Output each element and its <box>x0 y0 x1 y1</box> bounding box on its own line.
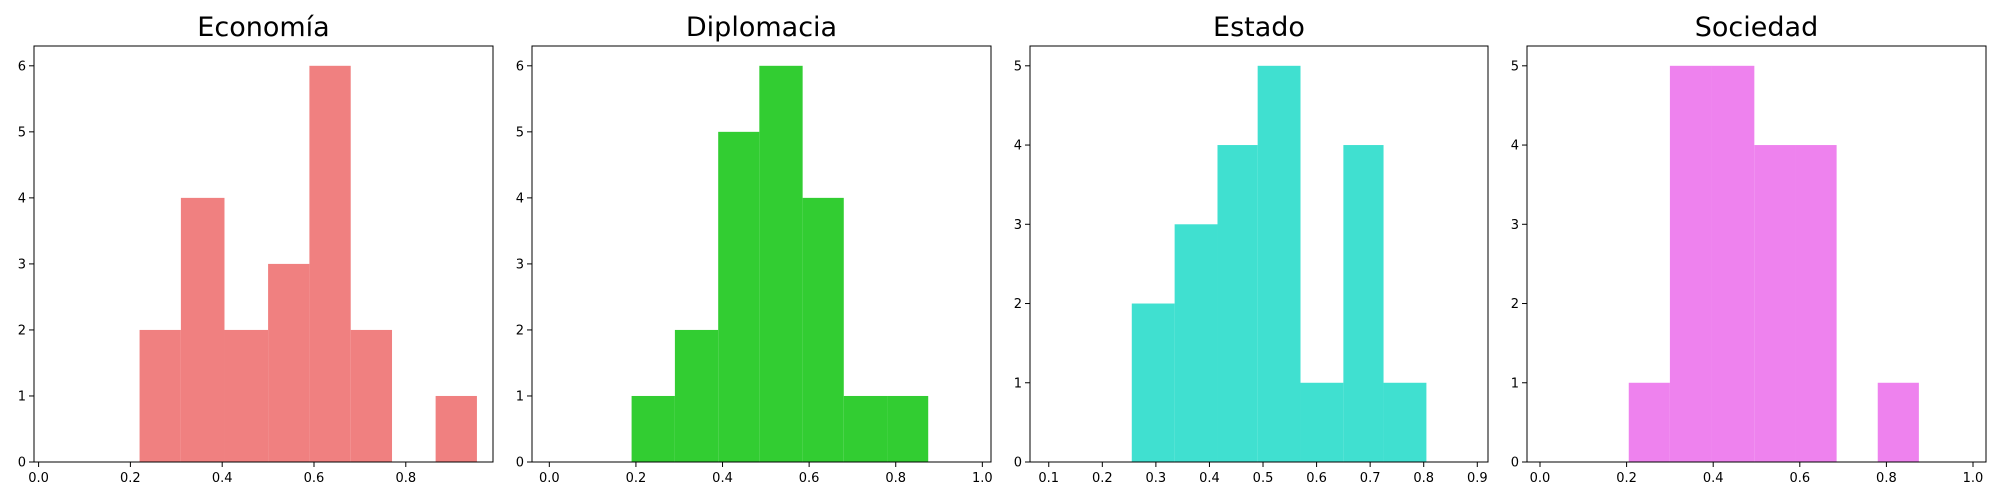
x-tick-label: 0.2 <box>626 471 647 486</box>
histogram-bar <box>1669 65 1712 463</box>
x-tick-label: 0.4 <box>1703 471 1724 486</box>
y-tick-label: 4 <box>18 191 26 206</box>
histogram-bar <box>887 395 929 462</box>
x-tick-label: 0.5 <box>1253 471 1274 486</box>
histogram-panel-2: Diplomacia 0.0 0.2 0.4 0.6 0.8 1.0 0 1 2 3 4 5 6 <box>516 12 993 486</box>
histogram-bar <box>843 395 888 462</box>
histogram-panel-4: Sociedad 0.0 0.2 0.4 0.6 0.8 1.0 0 1 2 3 4 5 <box>1511 12 1987 486</box>
x-tick-label: 0.7 <box>1360 471 1381 486</box>
histogram-bar <box>309 65 351 463</box>
histogram-bar <box>1217 145 1258 463</box>
y-tick-label: 2 <box>18 323 26 338</box>
y-tick-label: 3 <box>18 257 26 272</box>
histogram-bar <box>1131 303 1175 462</box>
histogram-bar <box>674 329 719 462</box>
x-tick-label: 1.0 <box>1963 471 1984 486</box>
x-tick-label: 1.0 <box>972 471 993 486</box>
histogram-bar <box>268 263 310 462</box>
x-tick-label: 0.4 <box>212 471 233 486</box>
histogram-bar <box>1174 224 1218 462</box>
histogram-bar <box>1628 382 1670 462</box>
y-tick-label: 0 <box>516 456 524 471</box>
axes-frame <box>531 45 992 463</box>
histogram-bar <box>631 395 675 462</box>
y-tick-label: 1 <box>516 389 524 404</box>
histogram-bar <box>718 131 760 463</box>
histogram-bar <box>1257 65 1301 463</box>
y-tick-label: 2 <box>1014 297 1022 312</box>
y-tick-label: 4 <box>1014 139 1022 154</box>
y-tick-label: 2 <box>1511 297 1519 312</box>
x-tick-label: 0.8 <box>885 471 906 486</box>
x-tick-label: 0.4 <box>1199 471 1220 486</box>
y-tick-label: 5 <box>516 125 524 140</box>
y-tick-label: 1 <box>18 389 26 404</box>
histogram-bar <box>802 197 844 462</box>
histogram-bar <box>1877 382 1919 462</box>
x-tick-label: 0.0 <box>539 471 560 486</box>
x-tick-label: 0.2 <box>1092 471 1113 486</box>
y-tick-label: 0 <box>1014 456 1022 471</box>
y-tick-label: 1 <box>1511 376 1519 391</box>
y-tick-label: 5 <box>18 125 26 140</box>
x-tick-label: 0.2 <box>1616 471 1637 486</box>
chart-title: Sociedad <box>1695 12 1818 43</box>
x-tick-label: 0.8 <box>395 471 416 486</box>
histogram-bar <box>1754 145 1796 463</box>
x-tick-label: 0.1 <box>1038 471 1059 486</box>
y-tick-label: 0 <box>18 456 26 471</box>
x-tick-label: 0.6 <box>1789 471 1810 486</box>
y-tick-label: 1 <box>1014 376 1022 391</box>
x-tick-label: 0.0 <box>1530 471 1551 486</box>
y-tick-label: 0 <box>1511 456 1519 471</box>
chart-title: Estado <box>1213 12 1305 43</box>
axes-frame <box>1526 45 1987 463</box>
y-tick-label: 6 <box>18 59 26 74</box>
x-tick-label: 0.4 <box>712 471 733 486</box>
y-tick-label: 5 <box>1511 59 1519 74</box>
x-tick-label: 0.8 <box>1876 471 1897 486</box>
histogram-bar <box>180 197 225 462</box>
histogram-bar <box>1300 382 1344 462</box>
y-tick-label: 4 <box>516 191 524 206</box>
x-tick-label: 0.6 <box>1306 471 1327 486</box>
histogram-panel-1: Economía 0.0 0.2 0.4 0.6 0.8 0 1 2 3 4 5 6 <box>18 12 494 486</box>
histogram-bar <box>350 329 393 462</box>
x-tick-label: 0.6 <box>799 471 820 486</box>
x-tick-label: 0.3 <box>1146 471 1167 486</box>
histogram-bar <box>1711 65 1755 463</box>
chart-title: Diplomacia <box>686 12 837 43</box>
x-tick-label: 0.2 <box>120 471 141 486</box>
y-tick-label: 3 <box>516 257 524 272</box>
histogram-bar <box>759 65 803 463</box>
x-tick-label: 0.0 <box>28 471 49 486</box>
axes-frame <box>33 45 494 463</box>
histogram-bar <box>139 329 181 462</box>
histogram-bar <box>1383 382 1427 462</box>
histogram-panel-3: Estado 0.1 0.2 0.3 0.4 0.5 0.6 0.7 0.8 0.9 0 1 2 3 4 5 <box>1014 12 1489 486</box>
axes-frame <box>1029 45 1489 463</box>
chart-title: Economía <box>197 12 329 43</box>
y-tick-label: 3 <box>1014 218 1022 233</box>
y-tick-label: 3 <box>1511 218 1519 233</box>
histogram-bar <box>1343 145 1384 463</box>
y-tick-label: 6 <box>516 59 524 74</box>
y-tick-label: 5 <box>1014 59 1022 74</box>
histogram-bar <box>224 329 269 462</box>
histogram-bar <box>435 395 477 462</box>
y-tick-label: 4 <box>1511 139 1519 154</box>
x-tick-label: 0.6 <box>304 471 325 486</box>
histogram-bar <box>1795 145 1837 463</box>
y-tick-label: 2 <box>516 323 524 338</box>
x-tick-label: 0.9 <box>1467 471 1488 486</box>
x-tick-label: 0.8 <box>1413 471 1434 486</box>
